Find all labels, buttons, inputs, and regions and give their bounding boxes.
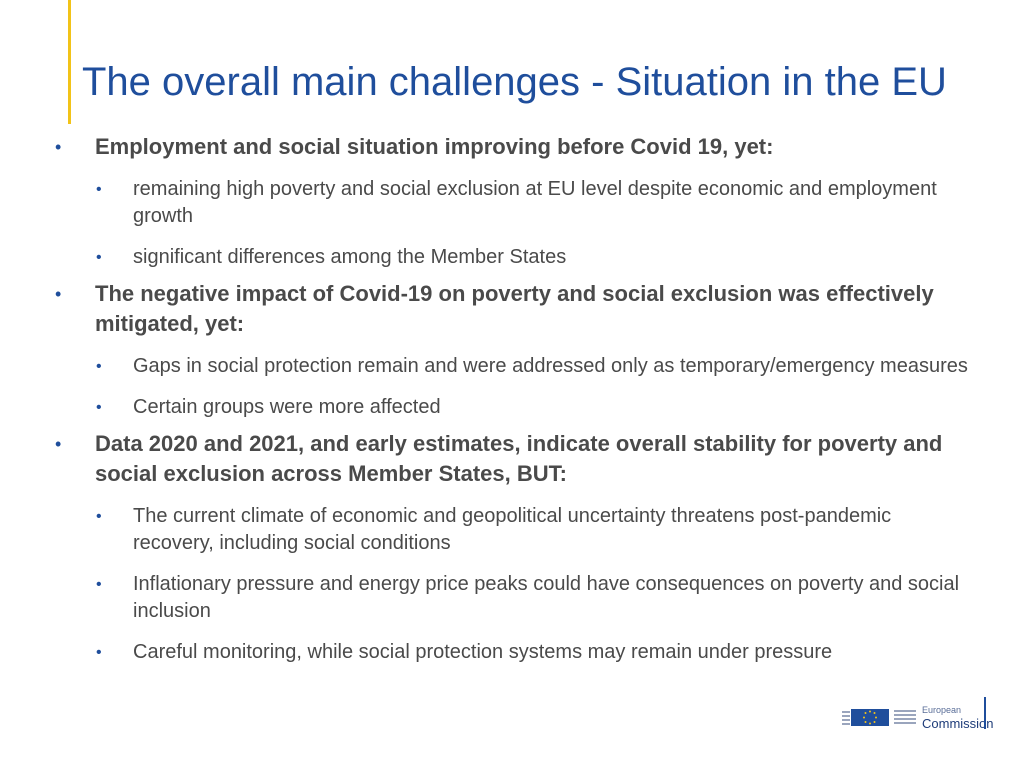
ec-logo-stripes-right <box>894 710 916 724</box>
bullet-marker: • <box>96 399 102 416</box>
bullet-marker: • <box>96 508 102 525</box>
logo-divider <box>984 697 986 729</box>
title-accent-bar <box>68 0 71 124</box>
bullet-marker: • <box>96 358 102 375</box>
bullet-item-level2: • Gaps in social protection remain and w… <box>0 353 973 380</box>
bullet-marker: • <box>96 181 102 198</box>
slide-title: The overall main challenges - Situation … <box>82 60 947 104</box>
bullet-item-level2: • Certain groups were more affected <box>0 394 973 421</box>
bullet-text: The negative impact of Covid-19 on pover… <box>95 281 934 336</box>
bullet-item-level2: • remaining high poverty and social excl… <box>0 176 973 230</box>
bullet-text: remaining high poverty and social exclus… <box>133 178 937 227</box>
european-commission-logo <box>842 709 916 726</box>
bullet-item-level2: • Inflationary pressure and energy price… <box>0 571 973 625</box>
bullet-text: Gaps in social protection remain and wer… <box>133 355 968 377</box>
bullet-text: Careful monitoring, while social protect… <box>133 641 833 663</box>
logo-wordmark: European Commission <box>922 703 994 731</box>
bullet-item-level2: • significant differences among the Memb… <box>0 244 973 271</box>
bullet-marker: • <box>55 434 62 454</box>
bullet-text: Inflationary pressure and energy price p… <box>133 573 960 622</box>
bullet-item-level2: • Careful monitoring, while social prote… <box>0 639 973 666</box>
ec-logo-stripes-left <box>842 711 850 725</box>
bullet-marker: • <box>96 249 102 266</box>
bullet-item-level1: • Employment and social situation improv… <box>0 132 955 162</box>
logo-line-european: European <box>922 705 962 715</box>
bullet-list: • Employment and social situation improv… <box>0 130 1000 666</box>
eu-flag-icon <box>851 709 889 726</box>
logo-line-commission: Commission <box>922 716 994 731</box>
bullet-item-level1: • The negative impact of Covid-19 on pov… <box>0 279 955 339</box>
bullet-text: significant differences among the Member… <box>133 246 567 268</box>
bullet-marker: • <box>55 284 62 304</box>
bullet-text: Employment and social situation improvin… <box>95 134 774 159</box>
bullet-item-level1: • Data 2020 and 2021, and early estimate… <box>0 429 955 489</box>
bullet-text: Data 2020 and 2021, and early estimates,… <box>95 431 943 486</box>
bullet-item-level2: • The current climate of economic and ge… <box>0 503 973 557</box>
eu-flag-stars <box>863 710 877 725</box>
bullet-text: The current climate of economic and geop… <box>133 505 892 554</box>
bullet-marker: • <box>96 644 102 661</box>
bullet-text: Certain groups were more affected <box>133 396 441 418</box>
bullet-marker: • <box>55 137 62 157</box>
bullet-marker: • <box>96 576 102 593</box>
